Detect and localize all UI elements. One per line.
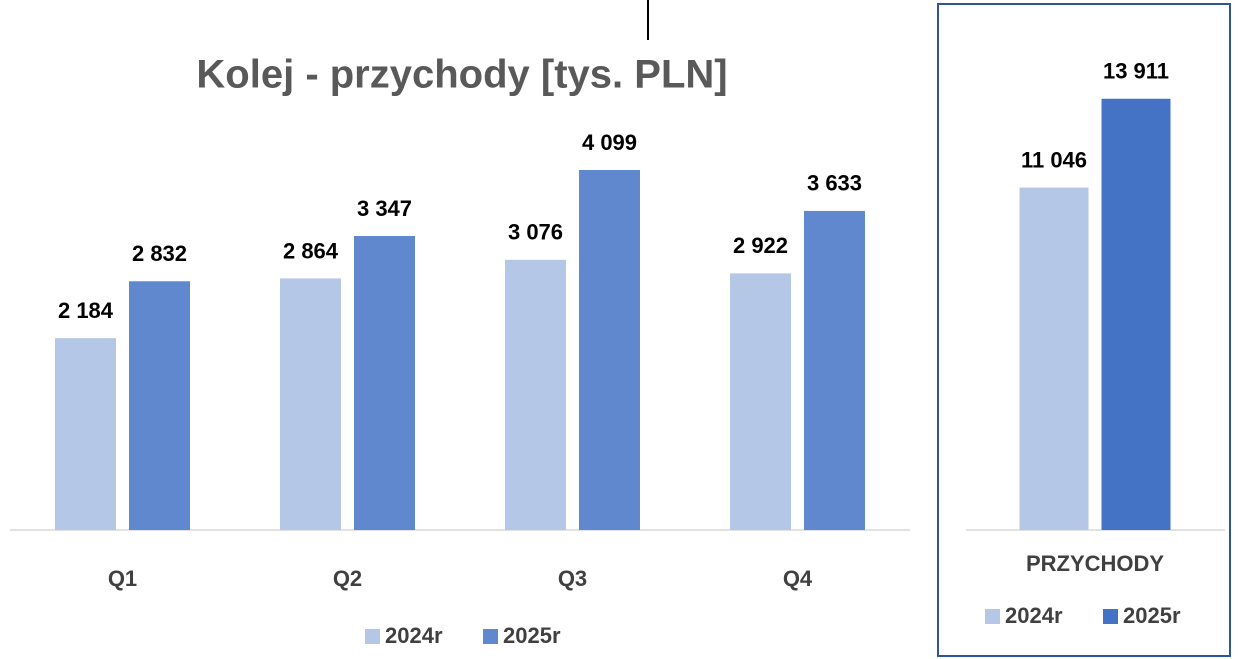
data-label: 4 099 [582,130,637,155]
legend-label: 2024r [385,623,443,648]
summary-frame [937,3,1231,657]
bar [730,273,791,530]
legend-swatch [365,629,380,644]
legend-swatch [985,609,1000,624]
bar [804,210,865,531]
bar [354,236,415,530]
bar [280,278,341,530]
x-tick-label: Q1 [108,566,137,591]
data-label: 2 864 [283,238,339,263]
data-label: 3 347 [357,196,412,221]
bar [55,338,116,530]
data-label: 11 046 [1021,147,1087,172]
legend-swatch [483,629,498,644]
bar [1019,187,1089,530]
legend-label: 2025r [503,623,561,648]
legend-label: 2024r [1005,603,1063,628]
x-tick-label: Q3 [558,566,587,591]
data-label: 3 076 [508,220,563,245]
data-label: 2 922 [733,233,788,258]
bar [129,281,190,530]
x-tick-label: Q4 [783,566,813,591]
x-tick-label: PRZYCHODY [1026,551,1164,576]
bar [1101,98,1171,530]
x-tick-label: Q2 [333,566,362,591]
data-label: 2 184 [58,298,114,323]
data-label: 13 911 [1103,59,1169,84]
data-label: 2 832 [132,241,187,266]
data-label: 3 633 [807,171,862,196]
chart-title: Kolej - przychody [tys. PLN] [196,53,727,97]
bar [505,259,566,530]
legend-label: 2025r [1123,603,1181,628]
bar [579,169,640,530]
legend-swatch [1103,609,1118,624]
